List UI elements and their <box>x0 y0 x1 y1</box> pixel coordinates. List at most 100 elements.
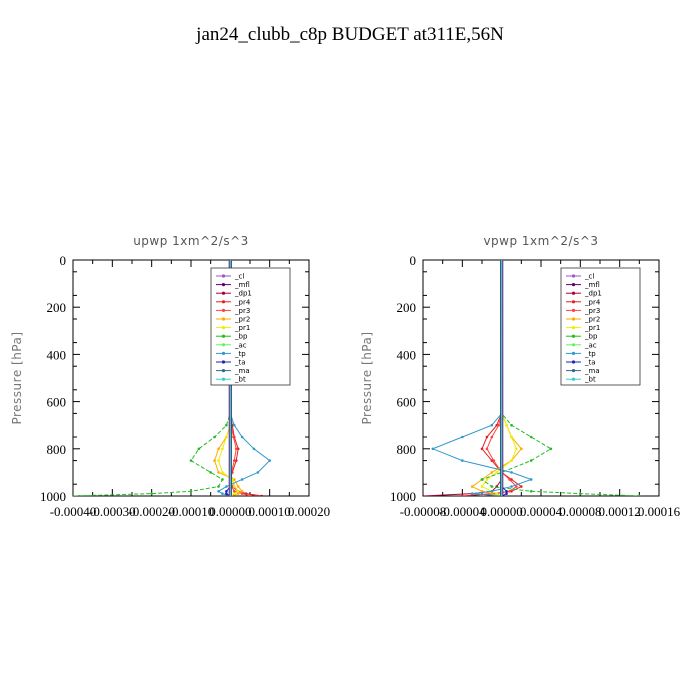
legend-label: _cl <box>584 273 594 281</box>
data-point-tp <box>225 485 228 488</box>
data-point-pr2 <box>213 459 216 462</box>
panels: upwp 1xm^2/s^3 Pressure [hPa] 0 200 400 600 80… <box>10 234 681 519</box>
data-point-tp <box>240 435 244 439</box>
data-point-dp1 <box>260 494 264 496</box>
data-point-pr2 <box>236 485 240 488</box>
data-point-tp <box>490 423 494 427</box>
data-point-pr3 <box>240 492 244 495</box>
data-point-pr1 <box>232 492 236 495</box>
legend-label: _ma <box>584 367 600 375</box>
data-point-pr1 <box>221 471 224 474</box>
legend-label: _pr4 <box>234 298 251 306</box>
y-axis-label: Pressure [hPa] <box>360 331 374 424</box>
data-point-tp <box>461 435 464 439</box>
y-tick-label: 1000 <box>390 489 416 504</box>
legend-label: _bt <box>234 376 246 384</box>
data-point-pr1 <box>485 478 489 481</box>
data-point-pr1 <box>217 459 220 462</box>
data-point-bp <box>221 478 224 481</box>
y-tick-label: 800 <box>397 442 417 457</box>
data-point-pr4 <box>485 435 489 439</box>
data-point-pr3 <box>248 494 252 496</box>
data-point-pr1 <box>232 485 236 488</box>
x-tick-label: 0.00008 <box>559 504 601 519</box>
legend-marker <box>221 343 226 347</box>
data-point-tp <box>240 478 244 481</box>
y-tick-label: 400 <box>47 347 67 362</box>
series-line-tp <box>431 260 533 496</box>
data-point-pr1 <box>495 492 499 495</box>
legend-marker <box>571 369 576 373</box>
legend-marker <box>221 317 226 321</box>
data-point-ta <box>225 489 228 493</box>
data-point-bp <box>217 485 220 488</box>
data-point-bp <box>225 423 228 427</box>
data-point-tp <box>221 492 224 495</box>
legend-label: _bt <box>584 376 596 384</box>
legend-label: _tp <box>584 350 596 358</box>
data-point-tp <box>256 471 260 474</box>
y-tick-label: 200 <box>397 300 417 315</box>
data-point-pr1 <box>480 485 484 488</box>
data-point-bp <box>189 489 193 493</box>
legend-label: _tp <box>234 350 246 358</box>
legend-marker <box>571 283 576 287</box>
legend-label: _pr3 <box>234 307 250 315</box>
data-point-pr1 <box>510 459 513 462</box>
legend-marker <box>221 334 226 338</box>
legend-marker <box>221 283 226 287</box>
data-point-bp <box>529 489 533 493</box>
legend-label: _ac <box>584 341 597 349</box>
data-point-pr3 <box>497 423 501 427</box>
data-point-pr3 <box>492 459 496 462</box>
x-tick-label: -0.00040 <box>50 504 97 519</box>
data-point-bp <box>510 423 513 427</box>
data-point-pr3 <box>232 459 236 462</box>
series-line-pr2 <box>471 260 522 496</box>
legend-marker <box>571 300 576 304</box>
data-point-pr2 <box>240 489 244 493</box>
legend-label: _pr4 <box>584 298 601 306</box>
data-point-pr1 <box>495 471 499 474</box>
data-point-pr4 <box>461 494 464 496</box>
data-point-tp <box>529 478 533 481</box>
legend-marker <box>221 326 226 330</box>
data-point-bp <box>638 494 641 496</box>
data-point-pr1 <box>510 435 513 439</box>
x-tick-label: 0.00000 <box>209 504 251 519</box>
data-point-pr3 <box>480 494 484 496</box>
legend-marker <box>221 360 226 364</box>
x-tick-label: 0.00016 <box>638 504 681 519</box>
y-tick-label: 800 <box>47 442 67 457</box>
legend-marker <box>221 377 226 381</box>
legend-label: _pr3 <box>584 307 600 315</box>
data-point-pr2 <box>217 471 220 474</box>
series-line-bp <box>73 260 231 496</box>
data-point-bp <box>549 447 553 451</box>
figure-title: jan24_clubb_c8p BUDGET at311E,56N <box>195 24 504 45</box>
data-point-pr4 <box>490 459 494 462</box>
data-point-bp <box>197 447 201 451</box>
data-point-pr4 <box>234 459 238 462</box>
data-point-bp <box>529 459 533 462</box>
data-point-pr1 <box>225 435 228 439</box>
y-tick-label: 0 <box>410 253 417 268</box>
data-point-pr1 <box>221 447 224 451</box>
data-point-ta <box>505 489 508 493</box>
x-tick-label: -0.00020 <box>128 504 175 519</box>
data-point-bp <box>209 471 212 474</box>
panel-title: upwp 1xm^2/s^3 <box>133 234 249 248</box>
y-axis-label: Pressure [hPa] <box>10 331 24 424</box>
data-point-bp <box>73 494 75 496</box>
data-point-bp <box>213 435 216 439</box>
legend-marker <box>221 369 226 373</box>
legend-label: _mfl <box>234 281 250 289</box>
x-tick-label: -0.00010 <box>168 504 215 519</box>
data-point-pr2 <box>490 492 494 495</box>
legend-marker <box>221 300 226 304</box>
legend-label: _mfl <box>584 281 600 289</box>
data-point-tp <box>217 489 220 493</box>
data-point-pr3 <box>508 489 511 493</box>
data-point-pr2 <box>232 478 236 481</box>
data-point-tp <box>510 485 513 488</box>
